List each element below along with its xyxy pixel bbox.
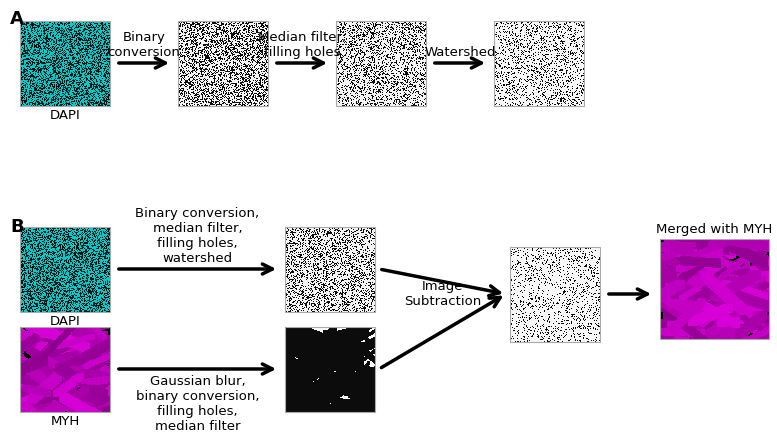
Text: B: B xyxy=(10,218,23,236)
Bar xyxy=(285,227,375,312)
Bar xyxy=(660,240,769,339)
Text: Image
Subtraction: Image Subtraction xyxy=(404,279,481,307)
Bar xyxy=(510,247,600,342)
Bar xyxy=(494,22,584,107)
Text: Binary
conversion: Binary conversion xyxy=(107,31,180,59)
Text: Gaussian blur,
binary conversion,
filling holes,
median filter: Gaussian blur, binary conversion, fillin… xyxy=(136,374,260,432)
Bar xyxy=(20,22,110,107)
Text: Binary conversion,
median filter,
filling holes,
watershed: Binary conversion, median filter, fillin… xyxy=(135,207,260,265)
Text: DAPI: DAPI xyxy=(50,314,80,327)
Text: Merged with MYH: Merged with MYH xyxy=(657,223,772,236)
Bar xyxy=(336,22,426,107)
Bar xyxy=(20,227,110,312)
Text: DAPI: DAPI xyxy=(50,109,80,122)
Bar xyxy=(20,327,110,412)
Bar xyxy=(285,327,375,412)
Bar xyxy=(178,22,268,107)
Text: A: A xyxy=(10,10,24,28)
Text: Median filter,
filling holes: Median filter, filling holes xyxy=(258,31,346,59)
Text: MYH: MYH xyxy=(51,414,79,427)
Text: Watershed: Watershed xyxy=(424,46,496,59)
